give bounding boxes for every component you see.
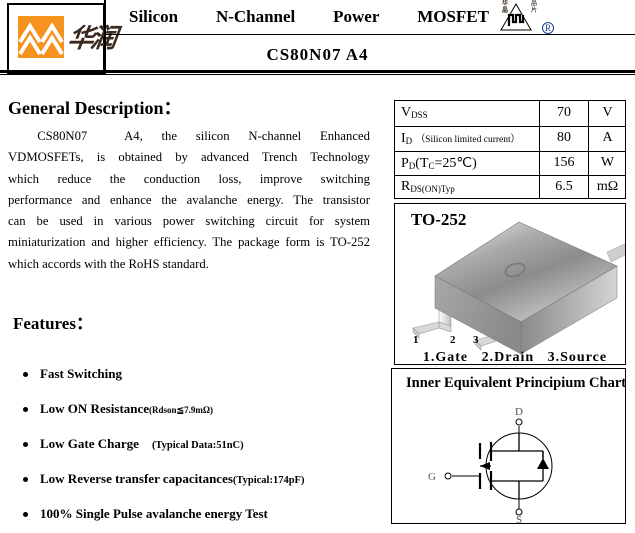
svg-text:G: G — [428, 471, 436, 483]
svg-text:D: D — [515, 406, 523, 418]
svg-text:S: S — [516, 514, 522, 525]
